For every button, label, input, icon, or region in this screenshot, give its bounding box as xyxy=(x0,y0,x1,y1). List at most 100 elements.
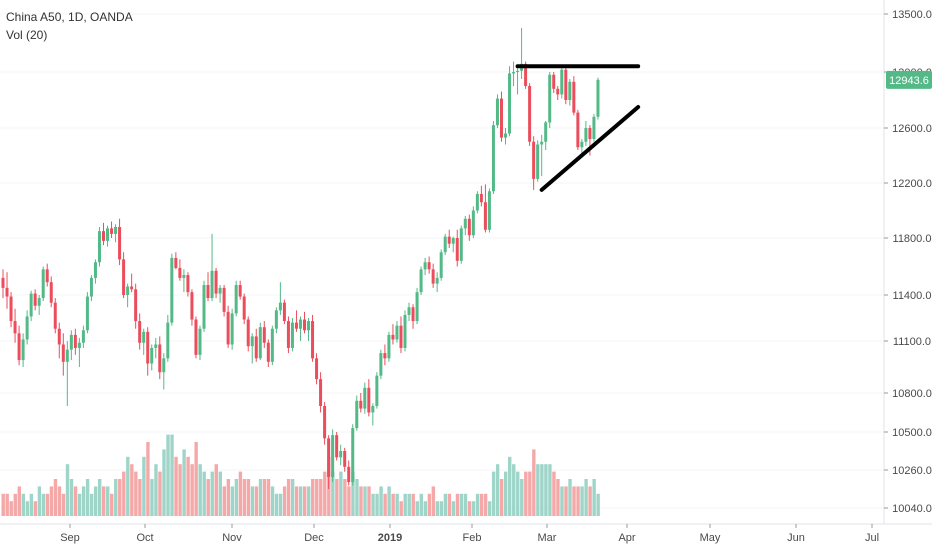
candle-body xyxy=(512,72,516,74)
candle xyxy=(262,321,266,348)
volume-bar xyxy=(435,501,440,516)
candle xyxy=(471,206,475,238)
volume-bar xyxy=(359,486,363,516)
candle-body xyxy=(41,269,45,299)
volume-bar xyxy=(351,471,355,516)
volume-bar xyxy=(431,486,436,516)
volume-bar xyxy=(53,479,58,516)
candle-body xyxy=(190,292,194,320)
candle-body xyxy=(77,342,81,348)
candle xyxy=(97,227,101,267)
candle xyxy=(53,298,57,334)
time-axis[interactable]: Sep Oct Nov Dec 2019 Feb Mar Apr May Jun Jul xyxy=(60,524,879,544)
volume-bar xyxy=(190,464,194,516)
candle-body xyxy=(49,282,53,303)
candle-body xyxy=(504,133,507,138)
volume-bar xyxy=(41,493,46,516)
candle-body xyxy=(286,321,290,348)
volume-bar xyxy=(439,501,444,516)
candle xyxy=(226,305,230,348)
volume-bar xyxy=(391,493,395,516)
volume-bar xyxy=(37,486,42,516)
volume-bar xyxy=(250,486,255,516)
volume-bar xyxy=(371,493,375,516)
volume-bar xyxy=(395,493,399,516)
candle xyxy=(339,444,343,466)
volume-bar xyxy=(315,479,319,516)
candle xyxy=(242,293,246,325)
candle-body xyxy=(311,321,315,359)
candle-body xyxy=(580,141,584,148)
candle-body xyxy=(182,275,186,278)
candle xyxy=(174,252,178,270)
price-axis[interactable]: 10040.0 10260.0 10500.0 10800.0 11100.0 11400… xyxy=(884,9,932,515)
candle-body xyxy=(134,289,138,322)
volume-bar xyxy=(532,449,536,516)
candle xyxy=(435,272,439,293)
volume-bar xyxy=(520,479,524,516)
volume-bar xyxy=(146,442,150,516)
last-price-value: 12943.6 xyxy=(889,75,929,87)
candle-body xyxy=(351,428,355,483)
volume-bar xyxy=(214,464,218,516)
volume-bar xyxy=(495,464,500,516)
candle xyxy=(250,333,254,364)
volume-bar xyxy=(9,501,13,516)
candle xyxy=(222,285,226,317)
candle xyxy=(194,316,198,359)
candle-body xyxy=(246,319,250,347)
candle-body xyxy=(576,112,580,148)
candle xyxy=(363,382,367,414)
volume-bar xyxy=(226,479,231,516)
candle xyxy=(359,393,363,413)
candle xyxy=(186,272,190,297)
symbol-title[interactable]: China A50, 1D, OANDA xyxy=(6,10,133,24)
candle xyxy=(118,218,122,266)
candle xyxy=(568,79,572,106)
volume-bar xyxy=(89,493,94,516)
volume-bar xyxy=(303,486,307,516)
volume-bar xyxy=(186,456,190,516)
volume-bar xyxy=(427,493,432,516)
candle xyxy=(170,253,174,326)
candle xyxy=(234,280,238,317)
volume-bar xyxy=(182,449,186,516)
volume-bar xyxy=(21,493,25,516)
candle xyxy=(347,460,351,486)
volume-bar xyxy=(138,479,142,516)
candle-body xyxy=(556,88,560,95)
candle-body xyxy=(9,296,13,322)
candle xyxy=(499,91,503,142)
candle-body xyxy=(114,227,118,234)
volume-bar xyxy=(154,464,158,516)
x-tick-label: May xyxy=(700,532,721,544)
candles xyxy=(1,27,600,489)
volume-bar xyxy=(118,479,122,516)
candle-body xyxy=(443,236,447,253)
candle-body xyxy=(331,435,335,477)
candle-body xyxy=(544,122,548,142)
candle-body xyxy=(97,231,101,263)
candle xyxy=(335,432,339,461)
volume-bar xyxy=(270,486,275,516)
candle xyxy=(399,316,403,354)
candle-body xyxy=(568,81,572,100)
candle-body xyxy=(33,293,37,306)
support-trendline[interactable] xyxy=(539,105,641,192)
candle-body xyxy=(89,277,93,297)
candle xyxy=(528,83,532,146)
candle xyxy=(343,447,347,472)
candle-body xyxy=(282,302,286,322)
candle-body xyxy=(319,379,323,406)
volume-bar xyxy=(323,471,327,516)
volume-bar xyxy=(487,501,492,516)
candle xyxy=(122,252,126,299)
volume-indicator-label[interactable]: Vol (20) xyxy=(6,28,48,42)
candle-body xyxy=(226,311,230,345)
volume-bar xyxy=(242,479,247,516)
candle-body xyxy=(431,269,435,284)
candle xyxy=(106,225,110,247)
candle-body xyxy=(588,128,592,139)
